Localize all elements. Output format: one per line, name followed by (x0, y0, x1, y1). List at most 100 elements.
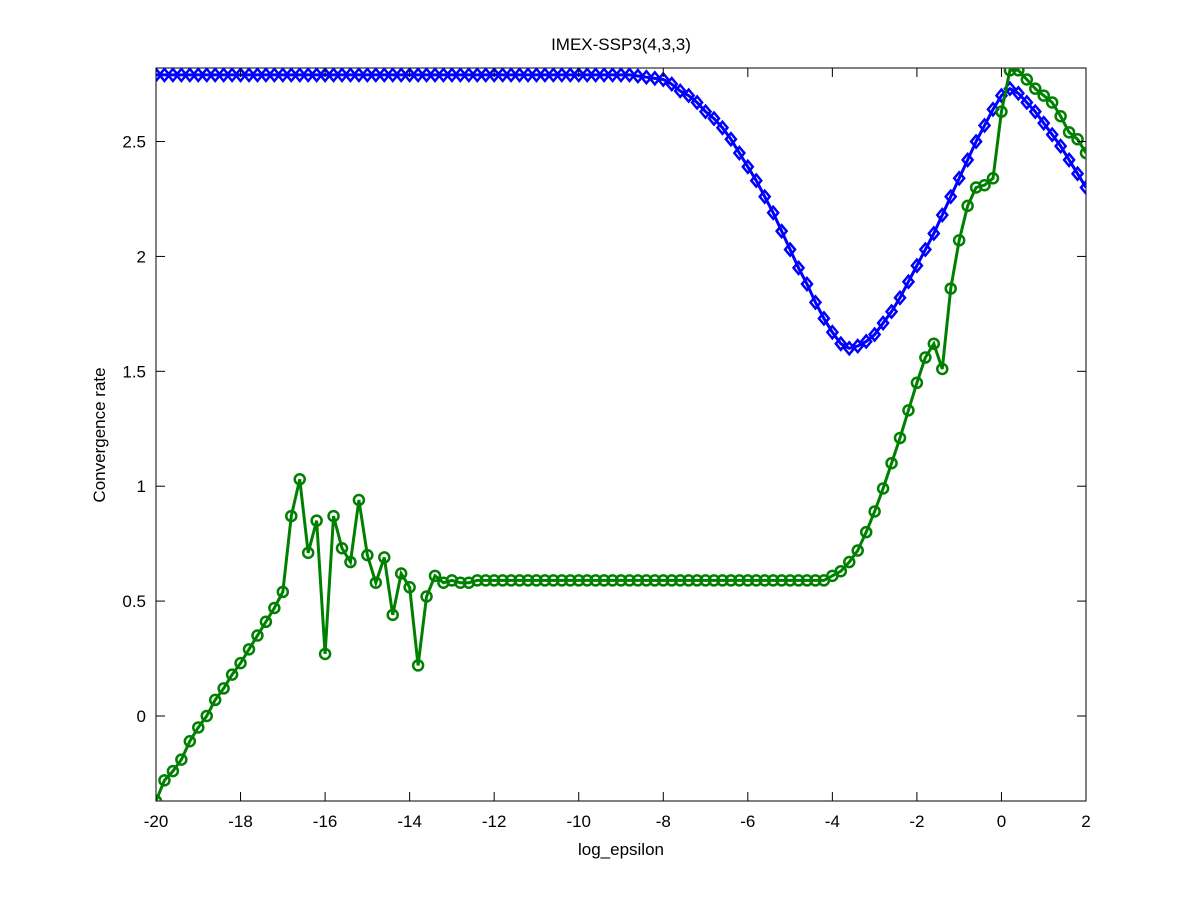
diamond-marker (1011, 85, 1025, 102)
diamond-marker (952, 170, 966, 187)
diamond-marker (301, 68, 315, 83)
circle-marker (564, 574, 577, 587)
diamond-marker (817, 310, 831, 327)
circle-marker (631, 574, 645, 587)
diamond-marker (428, 68, 442, 83)
diamond-marker (597, 68, 611, 83)
circle-marker (225, 668, 239, 681)
circle-marker (386, 608, 399, 622)
diamond-marker (724, 131, 738, 148)
diamond-marker (233, 68, 248, 83)
diamond-marker (766, 204, 780, 221)
diamond-marker (326, 68, 341, 83)
circle-marker (513, 574, 526, 587)
diamond-marker (834, 335, 848, 352)
circle-marker (352, 493, 366, 507)
diamond-marker (453, 68, 467, 83)
diamond-marker (825, 324, 839, 341)
circle-marker (1054, 110, 1067, 123)
circle-marker (378, 551, 391, 564)
circle-marker (487, 574, 501, 587)
chart-title: IMEX-SSP3(4,3,3) (551, 35, 691, 54)
circle-marker (259, 615, 273, 629)
circle-marker (775, 574, 788, 587)
circle-marker (978, 178, 991, 192)
diamond-marker (969, 133, 983, 150)
y-tick-label: 0.5 (122, 592, 146, 611)
circle-marker (471, 574, 484, 587)
diamond-marker (318, 68, 332, 83)
diamond-marker (1028, 103, 1042, 120)
circle-marker (555, 574, 569, 587)
y-tick-label: 1 (137, 477, 146, 496)
circle-marker (800, 574, 814, 587)
circle-marker (682, 574, 695, 587)
diamond-marker (521, 68, 535, 83)
series-layer (156, 68, 1086, 801)
diamond-marker (174, 68, 188, 83)
diamond-marker (360, 68, 374, 83)
circle-marker (335, 541, 349, 555)
diamond-marker (217, 68, 231, 83)
circle-marker (893, 431, 907, 445)
diamond-marker (631, 68, 645, 84)
circle-marker (614, 574, 628, 587)
circle-marker (411, 659, 425, 672)
circle-marker (547, 574, 560, 587)
circle-marker (936, 362, 949, 376)
circle-marker (673, 574, 687, 587)
diamond-marker (276, 68, 290, 83)
diamond-marker (1045, 126, 1059, 143)
diamond-marker (690, 94, 704, 111)
circle-marker (276, 585, 290, 599)
diamond-marker (225, 68, 239, 83)
x-tick-label: 2 (1081, 812, 1090, 831)
diamond-marker (935, 207, 949, 224)
diamond-marker (986, 101, 1000, 118)
diamond-marker (403, 68, 417, 83)
circle-marker (403, 581, 416, 594)
circle-marker (733, 574, 746, 587)
x-tick-label: -18 (228, 812, 253, 831)
circle-marker (707, 574, 721, 587)
diamond-marker (386, 68, 400, 83)
circle-marker (234, 656, 247, 670)
circle-marker (750, 574, 763, 587)
circle-marker (420, 590, 433, 603)
diamond-marker (851, 338, 865, 354)
circle-marker (192, 721, 205, 734)
x-axis-label: log_epsilon (578, 840, 664, 859)
diamond-marker (580, 68, 594, 83)
circle-marker (741, 574, 755, 587)
x-tick-label: -12 (482, 812, 507, 831)
diamond-marker (462, 68, 476, 83)
circle-marker (158, 774, 171, 787)
diamond-marker (1062, 151, 1076, 168)
diamond-marker (648, 70, 662, 87)
diamond-marker (411, 68, 425, 83)
circle-marker (268, 601, 281, 615)
x-tick-label: -4 (825, 812, 840, 831)
circle-marker (327, 509, 340, 523)
diamond-marker (479, 68, 493, 83)
circle-marker (1012, 68, 1025, 77)
diamond-marker (665, 76, 679, 93)
diamond-marker (546, 68, 560, 83)
circle-marker (175, 753, 188, 766)
diamond-marker (487, 68, 501, 83)
diamond-marker (310, 68, 324, 83)
circle-marker (902, 404, 915, 417)
circle-marker (285, 509, 298, 523)
diamond-marker (156, 68, 163, 83)
circle-marker (868, 505, 881, 518)
diamond-marker (529, 68, 544, 83)
circle-marker (792, 574, 805, 587)
circle-marker (876, 482, 890, 495)
diamond-marker (614, 68, 628, 83)
circle-marker (657, 574, 670, 587)
diamond-marker (445, 68, 459, 83)
y-tick-label: 0 (137, 707, 146, 726)
circle-marker (369, 576, 383, 589)
diamond-marker (293, 68, 307, 83)
